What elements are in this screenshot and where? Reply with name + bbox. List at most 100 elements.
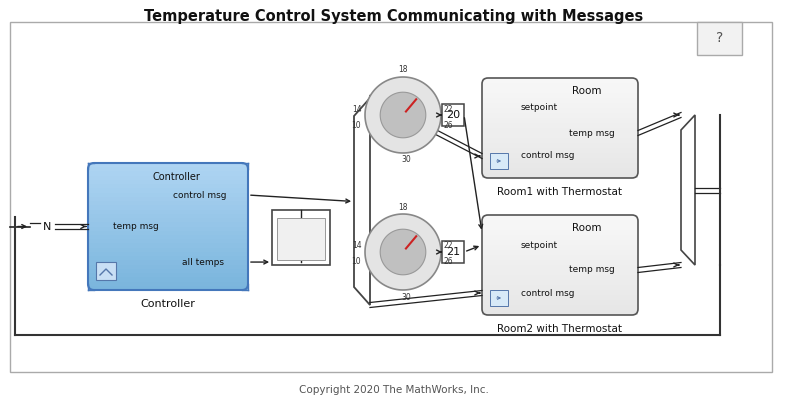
Text: 21: 21 [446,247,460,257]
Bar [88,210,248,214]
Bar [88,256,248,260]
Text: temp msg: temp msg [569,129,615,137]
Bar [482,153,638,158]
Text: 20: 20 [446,110,460,120]
Bar [88,201,248,206]
Bar [482,168,638,173]
Polygon shape [365,214,441,290]
Bar [88,277,248,282]
Bar [482,128,638,133]
Bar [88,269,248,273]
Bar [482,173,638,178]
Bar [490,153,508,169]
Text: 30: 30 [401,156,411,164]
Bar [88,167,248,171]
Text: temp msg: temp msg [113,222,159,231]
Bar [482,230,638,235]
Bar [88,260,248,265]
Bar [482,295,638,300]
Bar [88,286,248,290]
Bar [482,220,638,225]
Bar [482,285,638,290]
Bar [482,290,638,295]
Bar [482,98,638,103]
Bar [88,235,248,239]
Bar [88,193,248,197]
Bar [88,188,248,193]
Bar [88,243,248,248]
Text: 14: 14 [352,104,362,114]
Bar [482,113,638,118]
Bar [482,275,638,280]
Bar [442,104,464,126]
Bar [88,231,248,235]
Bar [482,215,638,220]
Bar [482,265,638,270]
Bar [482,280,638,285]
Text: 22: 22 [443,241,453,251]
Bar [482,270,638,275]
Text: Temperature Control System Communicating with Messages: Temperature Control System Communicating… [144,8,644,23]
Bar [482,235,638,240]
Bar [482,240,638,245]
Bar [88,218,248,222]
Bar [482,158,638,163]
Bar [88,222,248,226]
Bar [482,93,638,98]
Bar [482,163,638,168]
Bar [482,123,638,128]
Text: 14: 14 [352,241,362,251]
Polygon shape [380,229,426,275]
Bar [88,265,248,269]
Bar [482,310,638,315]
Text: Copyright 2020 The MathWorks, Inc.: Copyright 2020 The MathWorks, Inc. [299,385,489,395]
Bar [88,163,248,167]
Bar [88,282,248,286]
Text: control msg: control msg [521,289,574,297]
Text: control msg: control msg [521,152,574,160]
Polygon shape [365,77,441,153]
Bar [442,241,464,263]
Bar [88,239,248,243]
Text: 26: 26 [443,120,453,129]
Bar [88,273,248,277]
Bar [88,197,248,201]
Text: 18: 18 [398,66,407,75]
Bar [10,22,772,372]
Bar [88,214,248,218]
Text: Room2 with Thermostat: Room2 with Thermostat [497,324,623,334]
Bar [482,88,638,93]
Bar [482,108,638,113]
Bar [490,290,508,306]
Text: Controller: Controller [152,172,200,182]
Text: 22: 22 [443,104,453,114]
Bar [96,262,116,280]
Bar [88,252,248,256]
Bar [482,260,638,265]
Text: 10: 10 [351,120,361,129]
Text: 18: 18 [398,202,407,212]
Text: Room: Room [572,223,601,233]
Bar [482,78,638,83]
Text: 10: 10 [351,258,361,266]
Bar [88,206,248,210]
Bar [482,245,638,250]
Bar [482,255,638,260]
Bar [272,210,330,265]
Text: setpoint: setpoint [521,241,558,249]
Bar [88,248,248,252]
Text: ?: ? [716,31,723,46]
Bar [482,225,638,230]
Bar [482,118,638,123]
Text: 30: 30 [401,293,411,301]
Text: Controller: Controller [140,299,195,309]
Bar [482,250,638,255]
Bar [697,22,742,55]
Polygon shape [354,98,370,305]
Bar [88,226,248,231]
Text: 26: 26 [443,258,453,266]
Text: N: N [43,222,51,231]
Bar [482,138,638,143]
Text: Room: Room [572,86,601,96]
Bar [88,184,248,188]
